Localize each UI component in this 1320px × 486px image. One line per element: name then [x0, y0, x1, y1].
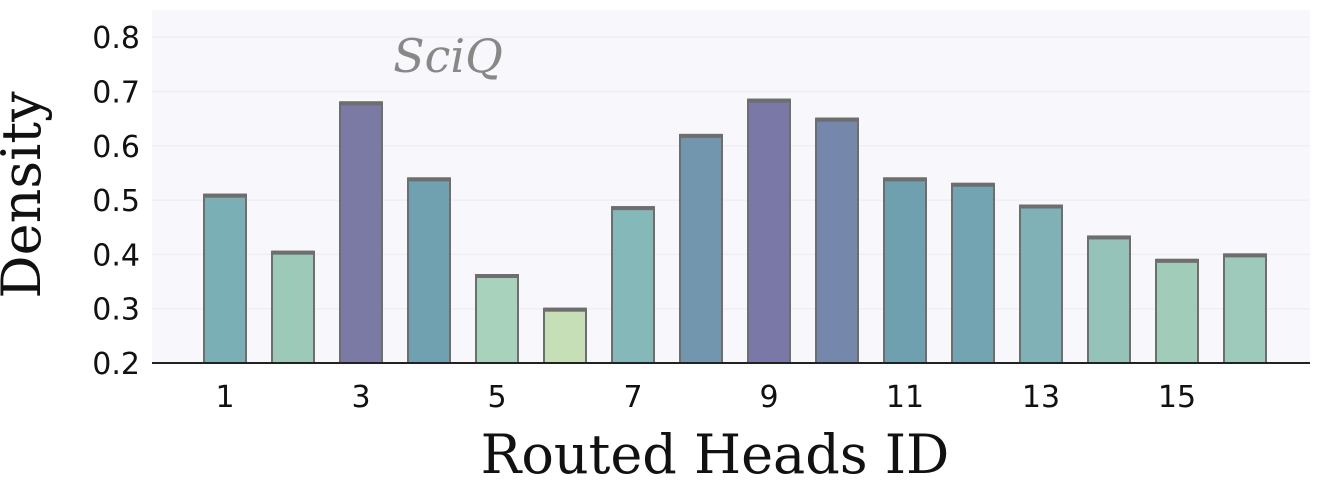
bar-head-5	[475, 274, 519, 365]
plot-area	[152, 10, 1310, 363]
y-axis-title: Density	[0, 91, 53, 299]
bar-top-edge	[272, 250, 314, 255]
y-tick-label: 0.2	[92, 347, 140, 382]
bar-head-10	[815, 117, 859, 364]
bar-top-edge	[884, 177, 926, 182]
y-tick-label: 0.5	[92, 184, 140, 219]
y-tick-label: 0.4	[92, 238, 140, 273]
bar-top-edge	[408, 177, 450, 182]
bar-head-9	[747, 98, 791, 364]
bar-head-3	[339, 101, 383, 364]
x-tick-label: 3	[351, 380, 370, 415]
x-tick-label: 5	[487, 380, 506, 415]
chart-title: SciQ	[393, 29, 503, 83]
x-tick-label: 1	[215, 380, 234, 415]
y-tick-labels: 0.2 0.3 0.4 0.5 0.6 0.7 0.8	[92, 21, 140, 382]
bar-head-14	[1087, 235, 1131, 364]
bar-top-edge	[748, 98, 790, 103]
bar-head-6	[543, 307, 587, 365]
bar-head-2	[271, 250, 315, 365]
bar-top-edge	[1156, 258, 1198, 263]
bar-top-edge	[1224, 253, 1266, 258]
bar-head-8	[679, 133, 723, 364]
x-tick-label: 15	[1158, 380, 1196, 415]
bar-top-edge	[816, 117, 858, 122]
bar-top-edge	[1020, 204, 1062, 209]
x-tick-labels: 1 3 5 7 9 11 13 15	[215, 380, 1196, 415]
x-tick-label: 7	[623, 380, 642, 415]
bar-head-16	[1223, 253, 1267, 364]
bar-top-edge	[680, 133, 722, 138]
x-tick-label: 9	[759, 380, 778, 415]
bar-head-1	[203, 193, 247, 364]
y-tick-label: 0.7	[92, 75, 140, 110]
x-tick-label: 13	[1022, 380, 1060, 415]
bar-head-13	[1019, 204, 1063, 364]
bar-head-11	[883, 177, 927, 364]
bar-top-edge	[476, 274, 518, 279]
bar-top-edge	[612, 206, 654, 211]
bars	[203, 98, 1267, 365]
bar-top-edge	[340, 101, 382, 106]
bar-top-edge	[204, 193, 246, 198]
bar-head-12	[951, 182, 995, 364]
x-tick-label: 11	[886, 380, 924, 415]
y-tick-label: 0.6	[92, 130, 140, 165]
bar-head-4	[407, 177, 451, 364]
y-tick-label: 0.8	[92, 21, 140, 56]
bar-top-edge	[544, 307, 586, 312]
y-tick-label: 0.3	[92, 293, 140, 328]
bar-head-15	[1155, 258, 1199, 365]
bar-top-edge	[952, 182, 994, 187]
bar-head-7	[611, 206, 655, 364]
x-axis-title: Routed Heads ID	[481, 423, 950, 486]
bar-top-edge	[1088, 235, 1130, 240]
